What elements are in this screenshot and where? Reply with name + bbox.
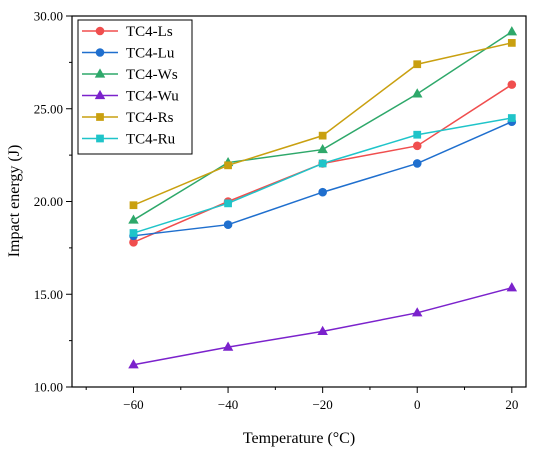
- data-point: [411, 307, 423, 317]
- x-tick-label: 20: [505, 397, 518, 412]
- data-point: [413, 130, 422, 139]
- legend-item-tc4-rs: TC4-Rs: [82, 110, 174, 126]
- legend-label: TC4-Wu: [126, 89, 179, 105]
- data-point: [506, 282, 518, 292]
- legend-item-tc4-wu: TC4-Wu: [82, 89, 179, 105]
- legend-box: [77, 19, 193, 155]
- data-point: [129, 238, 138, 247]
- legend-marker: [96, 113, 104, 121]
- data-point: [129, 201, 138, 210]
- data-point: [318, 187, 327, 197]
- legend-marker: [94, 68, 106, 78]
- y-tick-label: 15.00: [34, 287, 63, 302]
- data-point: [507, 114, 516, 122]
- data-point: [318, 131, 327, 140]
- y-axis-title: Impact energy (J): [6, 145, 23, 258]
- data-point: [128, 214, 139, 224]
- legend-item-tc4-lu: TC4-Lu: [82, 46, 175, 62]
- data-point: [317, 143, 328, 154]
- series-tc4-wu: [128, 282, 518, 369]
- x-tick-label: −20: [312, 397, 332, 412]
- tick-layer: −60 −40 −20 0 20 10.00 15.00 20.00 25.00 30.00: [34, 9, 519, 413]
- data-point: [507, 39, 516, 47]
- series-layer: [128, 26, 518, 369]
- series-tc4-rs: [129, 39, 516, 210]
- data-point: [223, 220, 233, 229]
- plot-area: −60 −40 −20 0 20 10.00 15.00 20.00 25.00 30.00: [34, 9, 527, 413]
- data-point: [224, 161, 232, 170]
- data-point: [224, 199, 232, 208]
- x-tick-label: 0: [414, 397, 421, 412]
- legend-item-tc4-ru: TC4-Ru: [82, 132, 176, 148]
- series-tc4-ru: [129, 114, 516, 237]
- legend-marker: [95, 26, 105, 36]
- y-tick-label: 20.00: [34, 194, 63, 209]
- data-point: [507, 80, 517, 89]
- legend-label: TC4-Ru: [126, 132, 176, 148]
- data-point: [413, 60, 422, 69]
- legend-item-tc4-ls: TC4-Ls: [82, 24, 173, 40]
- data-point: [128, 359, 139, 369]
- legend-item-tc4-ws: TC4-Ws: [82, 67, 178, 83]
- data-point: [411, 88, 423, 98]
- legend: TC4-Ls TC4-Lu TC4-Ws TC4-Wu TC4-Rs TC4-Ru: [77, 19, 193, 155]
- x-axis-title: Temperature (°C): [243, 430, 355, 447]
- data-point: [506, 26, 518, 36]
- data-point: [222, 341, 234, 351]
- legend-label: TC4-Lu: [126, 46, 175, 62]
- y-tick-label: 10.00: [34, 380, 63, 395]
- legend-marker: [94, 89, 106, 100]
- data-point: [129, 229, 138, 237]
- y-tick-label: 25.00: [34, 101, 63, 116]
- legend-marker: [95, 48, 105, 57]
- legend-label: TC4-Ls: [126, 24, 173, 40]
- x-tick-label: −60: [123, 397, 143, 412]
- data-point: [317, 325, 328, 335]
- legend-label: TC4-Ws: [126, 67, 178, 83]
- legend-marker: [96, 134, 104, 143]
- data-point: [412, 141, 422, 151]
- data-point: [412, 159, 422, 168]
- legend-label: TC4-Rs: [126, 110, 174, 126]
- data-point: [318, 159, 327, 168]
- x-tick-label: −40: [218, 397, 238, 412]
- y-tick-label: 30.00: [34, 9, 63, 24]
